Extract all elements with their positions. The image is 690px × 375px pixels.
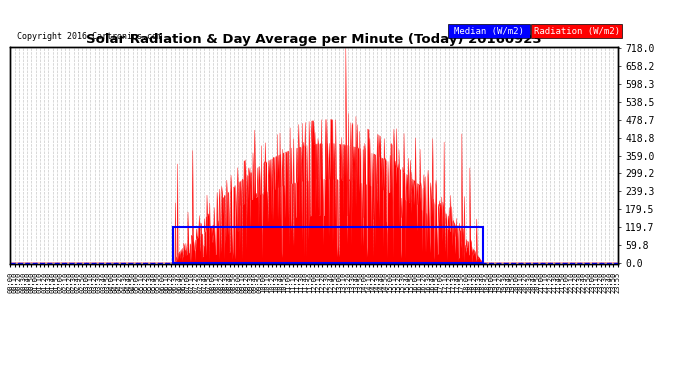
Text: Copyright 2016 Cartronics.com: Copyright 2016 Cartronics.com	[17, 32, 162, 41]
Text: Median (W/m2): Median (W/m2)	[454, 27, 524, 36]
FancyBboxPatch shape	[448, 24, 529, 38]
Title: Solar Radiation & Day Average per Minute (Today) 20160923: Solar Radiation & Day Average per Minute…	[86, 33, 542, 46]
Bar	[172, 227, 482, 263]
FancyBboxPatch shape	[531, 24, 622, 38]
Text: Radiation (W/m2): Radiation (W/m2)	[534, 27, 620, 36]
